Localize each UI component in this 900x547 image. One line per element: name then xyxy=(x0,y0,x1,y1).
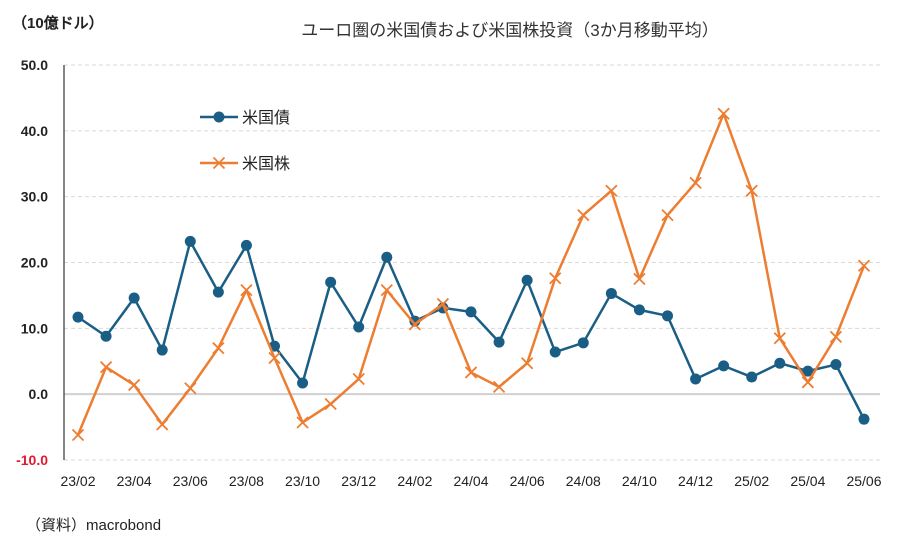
series-stocks xyxy=(71,107,871,442)
data-point xyxy=(801,376,814,389)
data-point xyxy=(662,310,673,322)
data-point xyxy=(577,337,589,349)
data-point xyxy=(830,359,842,371)
data-point xyxy=(212,341,225,355)
series-line xyxy=(77,240,866,420)
data-point xyxy=(128,378,141,392)
data-point xyxy=(436,297,450,311)
data-point xyxy=(353,321,365,333)
data-point xyxy=(352,372,365,386)
data-point xyxy=(605,184,618,197)
y-tick-label: 20.0 xyxy=(21,255,48,271)
legend-label: 米国債 xyxy=(242,109,290,127)
y-tick-label: 10.0 xyxy=(21,320,48,336)
chart-title: ユーロ圏の米国債および米国株投資（3か月移動平均） xyxy=(301,21,719,40)
y-tick-label: 30.0 xyxy=(21,189,48,205)
data-point xyxy=(493,336,505,348)
data-point xyxy=(577,208,590,222)
data-point xyxy=(521,274,533,286)
data-point xyxy=(521,357,534,370)
x-tick-label: 23/06 xyxy=(173,473,208,489)
data-point xyxy=(156,344,168,356)
data-point xyxy=(773,332,786,345)
data-point xyxy=(324,397,337,411)
legend-marker-circle xyxy=(213,111,225,123)
data-point xyxy=(100,330,112,342)
x-tick-label: 23/08 xyxy=(229,473,264,489)
x-tick-label: 24/10 xyxy=(622,473,657,489)
y-tick-label: -10.0 xyxy=(16,452,48,468)
series-bonds xyxy=(72,235,870,425)
data-point xyxy=(72,311,84,323)
data-point xyxy=(184,382,197,395)
data-point xyxy=(549,272,562,285)
x-tick-label: 23/04 xyxy=(117,473,152,489)
data-point xyxy=(297,377,309,389)
data-point xyxy=(605,287,617,299)
series-group xyxy=(71,107,871,442)
data-point xyxy=(464,366,478,379)
x-tick-label: 25/04 xyxy=(790,473,825,489)
source-note: （資料）macrobond xyxy=(26,517,162,534)
data-point xyxy=(408,318,421,331)
data-point xyxy=(99,361,113,374)
data-point xyxy=(240,284,253,297)
x-tick-label: 25/06 xyxy=(846,473,881,489)
data-point xyxy=(689,176,702,189)
data-point xyxy=(633,304,645,316)
gridlines xyxy=(64,64,880,461)
data-point xyxy=(212,286,224,298)
data-point xyxy=(718,360,730,372)
data-point xyxy=(128,292,140,304)
unit-label: （10億ドル） xyxy=(12,15,104,32)
data-point xyxy=(857,259,871,272)
data-point xyxy=(156,418,169,431)
data-point xyxy=(268,351,281,365)
data-point xyxy=(858,413,870,425)
data-point xyxy=(549,346,561,358)
data-point xyxy=(829,330,843,344)
legend-item-bonds: 米国債 xyxy=(200,109,290,127)
data-point xyxy=(633,272,646,286)
x-tick-label: 23/02 xyxy=(60,473,95,489)
x-axis-ticks: 23/02 23/04 23/06 23/08 23/10 23/12 24/02 24/04… xyxy=(60,473,881,489)
x-tick-label: 24/04 xyxy=(453,473,488,489)
data-point xyxy=(325,276,337,288)
y-tick-label: 50.0 xyxy=(21,57,48,73)
data-point xyxy=(492,380,506,394)
legend-label: 米国株 xyxy=(242,155,290,173)
data-point xyxy=(296,416,309,429)
data-point xyxy=(802,365,814,377)
data-point xyxy=(661,208,674,222)
series-line xyxy=(76,112,866,436)
legend-item-stocks: 米国株 xyxy=(200,155,290,173)
y-tick-label: 0.0 xyxy=(29,386,49,402)
x-tick-label: 25/02 xyxy=(734,473,769,489)
x-tick-label: 24/12 xyxy=(678,473,713,489)
x-tick-label: 24/08 xyxy=(566,473,601,489)
x-tick-label: 24/06 xyxy=(510,473,545,489)
data-point xyxy=(381,251,393,263)
data-point xyxy=(184,235,196,247)
data-point xyxy=(465,306,477,318)
data-point xyxy=(717,107,730,120)
y-tick-label: 40.0 xyxy=(21,123,48,139)
data-point xyxy=(380,284,393,297)
data-point xyxy=(71,428,85,442)
y-axis-ticks: 50.0 40.0 30.0 20.0 10.0 0.0 -10.0 xyxy=(16,57,48,468)
x-tick-label: 24/02 xyxy=(397,473,432,489)
data-point xyxy=(774,357,786,369)
x-tick-label: 23/10 xyxy=(285,473,320,489)
x-tick-label: 23/12 xyxy=(341,473,376,489)
data-point xyxy=(745,184,758,197)
data-point xyxy=(690,373,702,385)
data-point xyxy=(240,239,252,251)
data-point xyxy=(746,371,758,383)
